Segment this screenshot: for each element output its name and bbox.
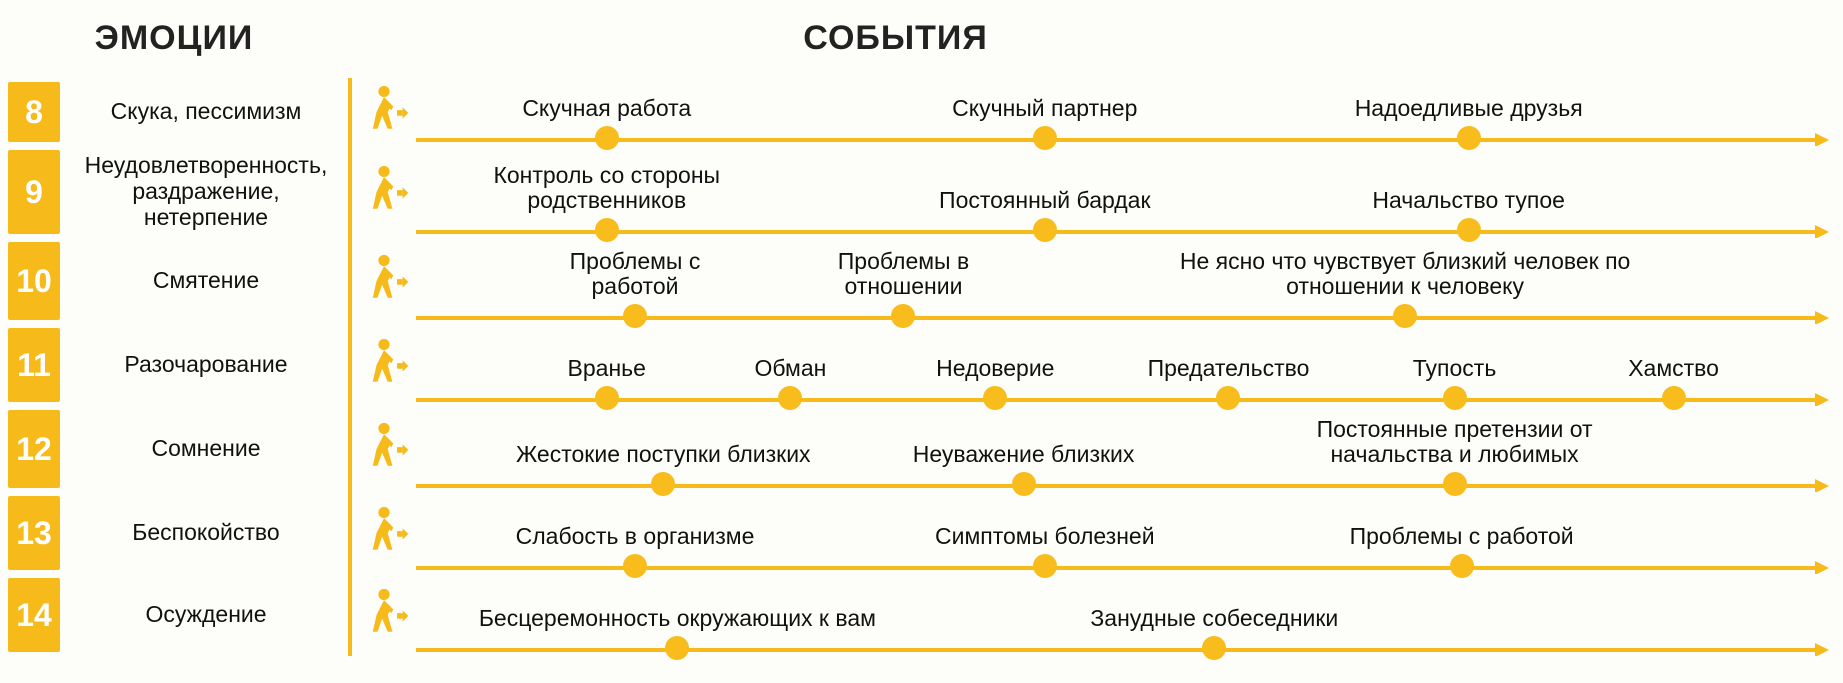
events-area: Скучная работа Скучный партнер Надоедливые… xyxy=(416,78,1843,146)
labels-layer: Бесцеремонность окружающих к вам Занудные… xyxy=(416,574,1823,632)
event-dot xyxy=(1202,636,1226,660)
event-label: Проблемы с работой xyxy=(1350,524,1574,550)
event-label: Надоедливые друзья xyxy=(1355,96,1583,122)
timeline-arrow xyxy=(416,478,1833,492)
event-label: Контроль со стороны родственников xyxy=(493,163,720,215)
infographic: ЭМОЦИИ СОБЫТИЯ 8Скука, пессимизм Скучная… xyxy=(0,0,1843,683)
labels-layer: Скучная работа Скучный партнер Надоедливые… xyxy=(416,78,1823,122)
header-emotions: ЭМОЦИИ xyxy=(0,19,348,58)
walker xyxy=(352,78,416,146)
walker xyxy=(352,238,416,324)
header-events: СОБЫТИЯ xyxy=(348,19,1843,58)
events-area: Бесцеремонность окружающих к вам Занудные… xyxy=(416,574,1843,656)
event-label: Не ясно что чувствует близкий человек по… xyxy=(1105,249,1705,301)
row-number: 13 xyxy=(8,496,60,570)
walker xyxy=(352,324,416,406)
labels-layer: Вранье Обман Недоверие Предательство Тупость… xyxy=(416,324,1823,382)
event-label: Хамство xyxy=(1628,356,1719,382)
emotion-label: Беспокойство xyxy=(64,492,348,574)
header-row: ЭМОЦИИ СОБЫТИЯ xyxy=(0,8,1843,68)
walker-icon xyxy=(360,253,408,309)
event-dot xyxy=(665,636,689,660)
walker-icon xyxy=(360,421,408,477)
event-label: Бесцеремонность окружающих к вам xyxy=(479,606,876,632)
labels-layer: Жестокие поступки близких Неуважение близ… xyxy=(416,406,1823,468)
row-number: 9 xyxy=(8,150,60,234)
events-area: Контроль со стороны родственников Постоян… xyxy=(416,146,1843,238)
timeline-arrow xyxy=(416,642,1833,656)
labels-layer: Контроль со стороны родственников Постоян… xyxy=(416,146,1823,214)
event-label: Скучный партнер xyxy=(952,96,1137,122)
event-label: Постоянный бардак xyxy=(939,188,1151,214)
event-label: Жестокие поступки близких xyxy=(516,442,811,468)
labels-layer: Слабость в организме Симптомы болезней Про… xyxy=(416,492,1823,550)
walker-icon xyxy=(360,164,408,220)
walker xyxy=(352,574,416,656)
row-number: 8 xyxy=(8,82,60,142)
event-label: Скучная работа xyxy=(522,96,691,122)
row: 8Скука, пессимизм Скучная работа Скучный … xyxy=(0,78,1843,146)
row-number: 11 xyxy=(8,328,60,402)
walker xyxy=(352,492,416,574)
events-area: Жестокие поступки близких Неуважение близ… xyxy=(416,406,1843,492)
walker xyxy=(352,146,416,238)
row: 13Беспокойство Слабость в организме Симпт… xyxy=(0,492,1843,574)
walker-icon xyxy=(360,337,408,393)
emotion-label: Сомнение xyxy=(64,406,348,492)
event-label: Вранье xyxy=(568,356,646,382)
emotion-label: Неудовлетворенность, раздражение, нетерп… xyxy=(64,146,348,238)
emotion-label: Разочарование xyxy=(64,324,348,406)
event-label: Неуважение близких xyxy=(913,442,1135,468)
event-label: Тупость xyxy=(1413,356,1497,382)
events-area: Слабость в организме Симптомы болезней Про… xyxy=(416,492,1843,574)
row: 10Смятение Проблемы с работой Проблемы в … xyxy=(0,238,1843,324)
timeline-arrow xyxy=(416,132,1833,146)
event-label: Начальство тупое xyxy=(1372,188,1565,214)
emotion-label: Смятение xyxy=(64,238,348,324)
event-label: Постоянные претензии от начальства и люб… xyxy=(1265,417,1645,469)
row: 12Сомнение Жестокие поступки близких Неув… xyxy=(0,406,1843,492)
row-number: 10 xyxy=(8,242,60,320)
rows-container: 8Скука, пессимизм Скучная работа Скучный … xyxy=(0,78,1843,656)
emotion-label: Скука, пессимизм xyxy=(64,78,348,146)
event-label: Занудные собеседники xyxy=(1090,606,1338,632)
event-label: Недоверие xyxy=(936,356,1054,382)
event-label: Обман xyxy=(755,356,827,382)
labels-layer: Проблемы с работой Проблемы в отношении Не… xyxy=(416,238,1823,300)
walker-icon xyxy=(360,84,408,140)
event-label: Симптомы болезней xyxy=(935,524,1155,550)
timeline-arrow xyxy=(416,224,1833,238)
row: 9Неудовлетворенность, раздражение, нетер… xyxy=(0,146,1843,238)
row-number: 12 xyxy=(8,410,60,488)
walker xyxy=(352,406,416,492)
event-label: Проблемы с работой xyxy=(570,249,701,301)
emotion-label: Осуждение xyxy=(64,574,348,656)
walker-icon xyxy=(360,505,408,561)
timeline-arrow xyxy=(416,392,1833,406)
row: 14Осуждение Бесцеремонность окружающих к… xyxy=(0,574,1843,656)
walker-icon xyxy=(360,587,408,643)
event-label: Проблемы в отношении xyxy=(838,249,969,301)
events-area: Проблемы с работой Проблемы в отношении Не… xyxy=(416,238,1843,324)
events-area: Вранье Обман Недоверие Предательство Тупость… xyxy=(416,324,1843,406)
event-label: Предательство xyxy=(1148,356,1310,382)
event-label: Слабость в организме xyxy=(516,524,755,550)
row-number: 14 xyxy=(8,578,60,652)
row: 11Разочарование Вранье Обман Недоверие Пред… xyxy=(0,324,1843,406)
